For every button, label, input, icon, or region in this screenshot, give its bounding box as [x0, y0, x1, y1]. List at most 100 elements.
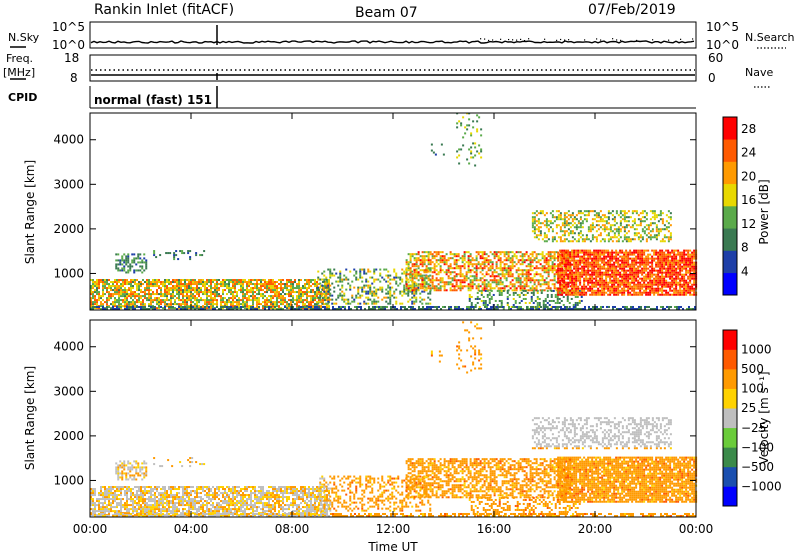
range-cell	[531, 220, 534, 223]
range-cell	[645, 257, 648, 260]
range-cell	[531, 265, 534, 268]
range-cell	[525, 275, 528, 278]
range-cell	[184, 283, 186, 286]
range-cell	[663, 285, 666, 288]
range-cell	[314, 293, 316, 296]
range-cell	[657, 251, 660, 254]
range-cell	[325, 296, 328, 299]
range-cell	[593, 249, 596, 252]
range-cell	[152, 285, 154, 288]
range-cell	[557, 269, 560, 272]
range-cell	[529, 273, 532, 276]
range-cell	[513, 283, 516, 286]
range-cell	[657, 263, 660, 266]
range-cell	[643, 230, 646, 233]
range-cell	[517, 267, 520, 270]
range-cell	[609, 281, 612, 284]
range-cell	[643, 232, 646, 235]
range-cell	[256, 297, 258, 300]
range-cell	[631, 265, 634, 268]
range-cell	[687, 283, 690, 286]
range-cell	[164, 289, 166, 292]
range-cell	[302, 287, 304, 290]
range-cell	[475, 259, 478, 262]
range-cell	[689, 267, 692, 270]
range-cell	[495, 271, 498, 274]
range-cell	[182, 297, 184, 300]
range-cell	[501, 273, 504, 276]
range-cell	[250, 283, 252, 286]
range-cell	[629, 253, 632, 256]
range-cell	[232, 299, 234, 302]
range-cell	[641, 293, 644, 296]
range-cell	[423, 285, 426, 288]
range-cell	[659, 257, 662, 260]
range-cell	[162, 281, 164, 284]
range-cell	[294, 279, 296, 282]
range-cell	[591, 287, 594, 290]
range-cell	[162, 293, 164, 296]
range-cell	[112, 303, 114, 306]
range-cell	[565, 271, 568, 274]
range-cell	[529, 265, 532, 268]
range-cell	[637, 224, 640, 227]
range-cell	[607, 232, 610, 235]
range-cell	[252, 283, 254, 286]
range-cell	[491, 287, 494, 290]
range-cell	[637, 232, 640, 235]
range-cell	[567, 255, 570, 258]
range-cell	[665, 273, 668, 276]
nsearch-dot	[620, 39, 622, 41]
range-cell	[345, 268, 348, 271]
range-cell	[385, 280, 388, 283]
range-cell	[182, 285, 184, 288]
range-cell	[363, 286, 366, 289]
range-cell	[409, 269, 412, 272]
range-cell	[441, 257, 444, 260]
range-cell	[611, 283, 614, 286]
range-cell	[162, 301, 164, 304]
range-cell	[365, 292, 368, 295]
range-cell	[146, 281, 148, 284]
range-cell	[519, 289, 522, 292]
range-cell	[519, 259, 522, 262]
range-cell	[226, 293, 228, 296]
range-cell	[439, 287, 442, 290]
range-cell	[471, 283, 474, 286]
range-cell	[571, 230, 574, 233]
range-cell	[557, 251, 560, 254]
range-cell	[541, 238, 544, 241]
range-cell	[435, 287, 438, 290]
range-cell	[547, 261, 550, 264]
range-cell	[603, 271, 606, 274]
range-cell	[675, 293, 678, 296]
range-cell	[505, 269, 508, 272]
range-cell	[162, 307, 164, 310]
freq-panel: Freq. [MHz] 18 8 60 0 Nave	[3, 51, 773, 88]
range-cell	[417, 284, 420, 287]
range-cell	[254, 297, 256, 300]
range-cell	[483, 253, 486, 256]
range-cell	[134, 291, 136, 294]
range-cell	[317, 276, 320, 279]
range-cell	[619, 267, 622, 270]
range-cell	[228, 289, 230, 292]
range-cell	[182, 299, 184, 302]
range-cell	[605, 287, 608, 290]
range-cell	[627, 287, 630, 290]
range-cell	[371, 302, 374, 305]
range-cell	[367, 270, 370, 273]
range-cell	[200, 289, 202, 292]
range-cell	[577, 251, 580, 254]
range-cell	[343, 274, 346, 277]
range-cell	[493, 269, 496, 272]
range-cell	[278, 297, 280, 300]
range-cell	[266, 281, 268, 284]
range-cell	[538, 303, 541, 306]
range-cell	[240, 291, 242, 294]
range-cell	[577, 212, 580, 215]
range-cell	[685, 291, 688, 294]
range-cell	[661, 281, 664, 284]
range-cell	[210, 281, 212, 284]
range-cell	[198, 283, 200, 286]
